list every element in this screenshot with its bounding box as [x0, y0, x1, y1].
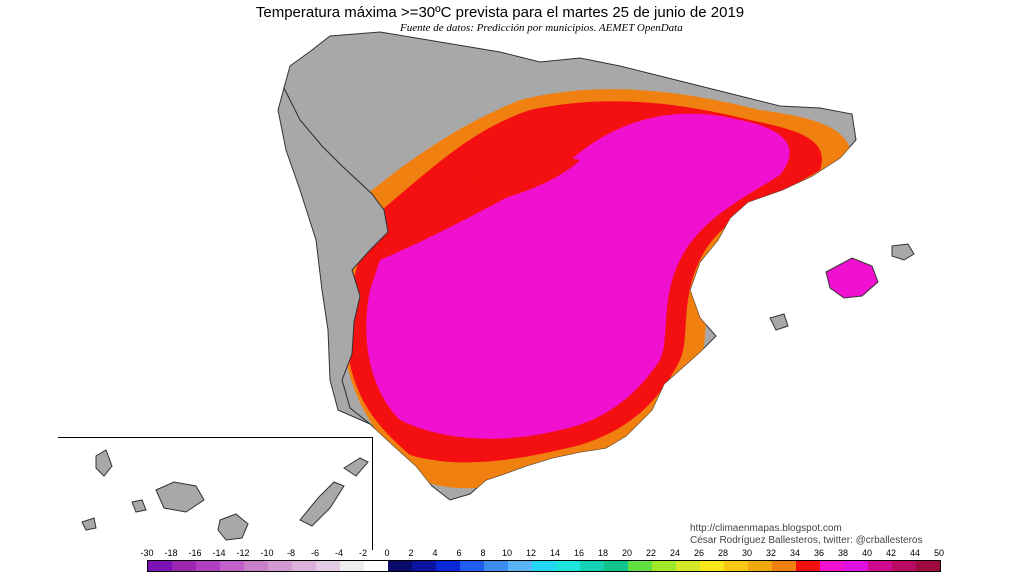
- legend-swatch: [220, 561, 244, 571]
- legend-swatch: [604, 561, 628, 571]
- portugal-land: [277, 86, 389, 425]
- legend-swatch: [484, 561, 508, 571]
- legend-tick-label: 4: [432, 548, 438, 558]
- legend-tick-label: 2: [408, 548, 414, 558]
- legend-tick-label: 12: [525, 548, 537, 558]
- legend-tick-label: 22: [645, 548, 657, 558]
- legend-tick-label: 26: [693, 548, 705, 558]
- legend-tick-label: -8: [286, 548, 296, 558]
- legend-tick-label: -12: [236, 548, 250, 558]
- credit-author: César Rodríguez Ballesteros, twitter: @c…: [690, 535, 923, 546]
- legend-swatch: [460, 561, 484, 571]
- legend-swatch: [916, 561, 940, 571]
- legend-tick-label: 18: [597, 548, 609, 558]
- el-hierro: [81, 517, 97, 531]
- legend-swatch: [892, 561, 916, 571]
- legend-tick-label: 16: [573, 548, 585, 558]
- legend-tick-label: 20: [621, 548, 633, 558]
- legend-swatch: [196, 561, 220, 571]
- la-gomera: [131, 499, 147, 513]
- tenerife: [155, 481, 205, 513]
- legend-swatch: [556, 561, 580, 571]
- la-palma: [95, 449, 113, 477]
- legend-tick-label: -4: [334, 548, 344, 558]
- legend-swatch: [676, 561, 700, 571]
- legend-tick-label: 14: [549, 548, 561, 558]
- legend-tick-label: 32: [765, 548, 777, 558]
- legend-swatch: [700, 561, 724, 571]
- legend-swatch: [148, 561, 172, 571]
- legend-tick-label: 8: [480, 548, 486, 558]
- legend-tick-label: 6: [456, 548, 462, 558]
- zone-34-36: [366, 113, 790, 439]
- menorca: [891, 243, 915, 261]
- legend-swatch: [868, 561, 892, 571]
- legend-swatch: [820, 561, 844, 571]
- legend-swatch: [292, 561, 316, 571]
- legend-tick-label: 24: [669, 548, 681, 558]
- temperature-map: [81, 31, 915, 541]
- legend-swatch: [388, 561, 412, 571]
- canary-islands-inset-frame: [58, 437, 373, 550]
- legend-tick-label: -18: [164, 548, 178, 558]
- legend-swatch: [364, 561, 388, 571]
- legend-tick-label: -2: [358, 548, 368, 558]
- legend-swatch: [532, 561, 556, 571]
- legend-swatch: [268, 561, 292, 571]
- legend-tick-label: 36: [813, 548, 825, 558]
- credit-blog: http://climaenmapas.blogspot.com: [690, 523, 842, 534]
- zone-34-36-north: [460, 156, 580, 205]
- legend-swatch: [652, 561, 676, 571]
- legend-tick-label: 40: [861, 548, 873, 558]
- mallorca: [825, 257, 879, 299]
- legend-swatch: [580, 561, 604, 571]
- legend-swatch: [628, 561, 652, 571]
- legend-tick-label: -30: [140, 548, 154, 558]
- legend-swatch: [796, 561, 820, 571]
- legend-swatch: [340, 561, 364, 571]
- legend-tick-label: 34: [789, 548, 801, 558]
- legend-tick-label: -10: [260, 548, 274, 558]
- fuerteventura: [299, 481, 345, 527]
- legend-tick-label: 50: [933, 548, 945, 558]
- legend-tick-label: 10: [501, 548, 513, 558]
- legend-tick-label: -14: [212, 548, 226, 558]
- ibiza: [769, 313, 789, 331]
- legend-swatch: [748, 561, 772, 571]
- legend-tick-label: -16: [188, 548, 202, 558]
- legend-swatch: [772, 561, 796, 571]
- legend-tick-label: 44: [909, 548, 921, 558]
- legend-tick-label: 42: [885, 548, 897, 558]
- gran-canaria: [217, 513, 249, 541]
- map-subtitle: Fuente de datos: Predicción por municipi…: [400, 22, 683, 34]
- color-legend: [147, 560, 941, 572]
- legend-swatch: [724, 561, 748, 571]
- map-title: Temperatura máxima >=30ºC prevista para …: [255, 4, 745, 21]
- legend-swatch: [244, 561, 268, 571]
- legend-swatch: [844, 561, 868, 571]
- legend-swatch: [172, 561, 196, 571]
- legend-swatch: [316, 561, 340, 571]
- legend-tick-label: 38: [837, 548, 849, 558]
- legend-tick-label: 30: [741, 548, 753, 558]
- legend-tick-label: -6: [310, 548, 320, 558]
- lanzarote: [343, 457, 369, 477]
- legend-swatch: [436, 561, 460, 571]
- legend-tick-labels: -30 -18 -16 -14 -12 -10 -8 -6 -4 -2 0 2 4 6 8 10 12 14 16 1…: [135, 548, 965, 560]
- legend-swatch: [508, 561, 532, 571]
- legend-tick-label: 28: [717, 548, 729, 558]
- legend-swatch: [412, 561, 436, 571]
- legend-tick-label: 0: [384, 548, 390, 558]
